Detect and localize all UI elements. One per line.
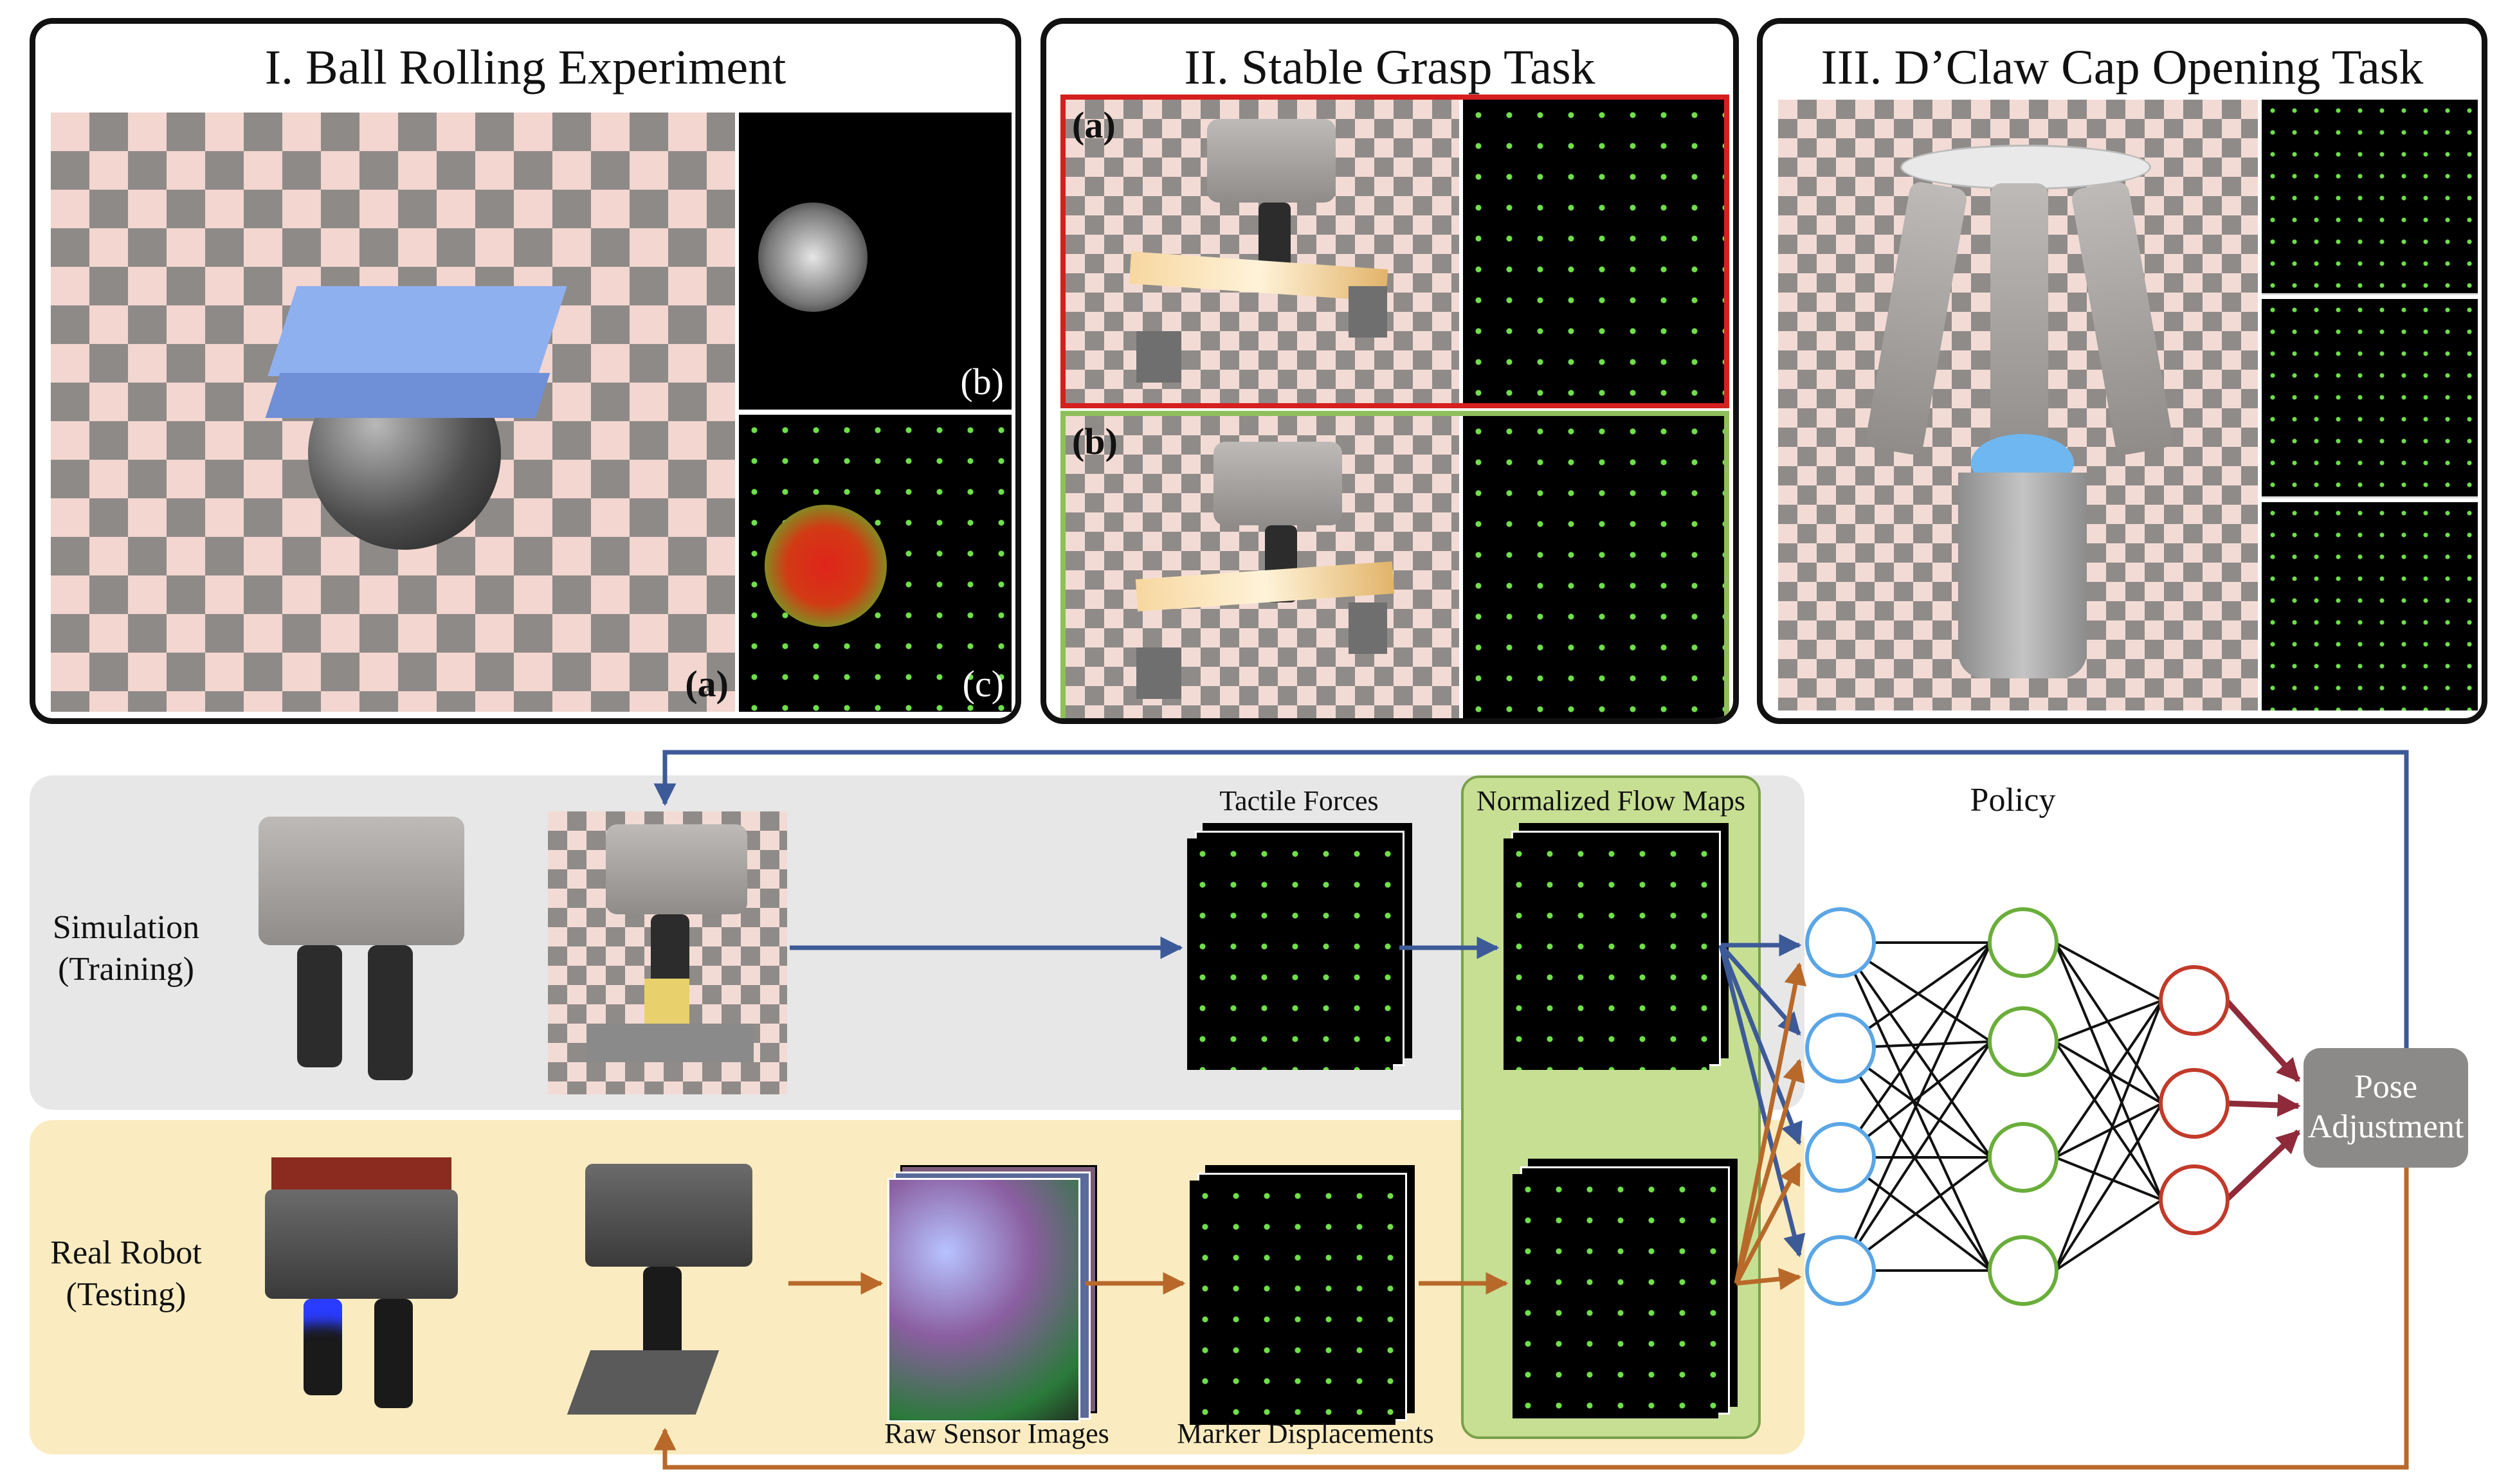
ball-rolling-render: (a) <box>51 113 735 712</box>
finger <box>643 1267 682 1363</box>
finger <box>304 1299 342 1395</box>
simulation-label: Simulation (Training) <box>52 909 200 988</box>
panel-ball-rolling: I. Ball Rolling Experiment (a) (b) (c) <box>30 18 1021 724</box>
grasp-a-flow <box>1463 100 1724 403</box>
input-node <box>1805 1013 1876 1083</box>
output-node <box>2159 965 2230 1036</box>
real-robot-label: Real Robot (Testing) <box>50 1235 202 1313</box>
dclaw-flow-2 <box>2262 299 2478 498</box>
grasp-a-render: (a) <box>1066 100 1459 403</box>
marker-displacement-map <box>1190 1181 1395 1425</box>
dclaw-flow-1 <box>2262 100 2478 295</box>
bottle <box>1958 473 2087 678</box>
label-b: (b) <box>1072 421 1118 462</box>
sim-gripper-image <box>252 817 471 1087</box>
input-nodes <box>1805 907 1876 1306</box>
input-node <box>1805 907 1876 978</box>
edges-hidden-output <box>2054 941 2163 1272</box>
label-c: (c) <box>962 663 1004 705</box>
depth-image: (b) <box>739 113 1012 410</box>
normalized-flow-caption: Normalized Flow Maps <box>1477 785 1745 817</box>
edges-input-hidden <box>1839 941 1992 1272</box>
finger <box>297 945 342 1067</box>
dclaw-render <box>1778 100 2258 710</box>
block <box>1136 647 1181 699</box>
feedback-loop-sim <box>653 750 2409 1048</box>
block <box>1136 331 1181 383</box>
normalized-sim-map <box>1504 838 1709 1070</box>
pose-adjustment-box: Pose Adjustment <box>2304 1048 2468 1168</box>
hidden-node <box>1988 1122 2058 1193</box>
input-node <box>1805 1235 1876 1306</box>
grasp-b-flow <box>1463 416 1724 718</box>
grasp-b-render: (b) <box>1066 416 1459 718</box>
finger <box>368 945 413 1080</box>
block <box>1349 602 1387 654</box>
gripper-body <box>606 824 747 914</box>
grasp-b-frame: (b) <box>1060 411 1729 718</box>
dclaw-flow-3 <box>2262 502 2478 710</box>
label-a: (a) <box>1072 104 1116 146</box>
gripper-body <box>265 1190 458 1299</box>
pose-adjustment-label: Pose Adjustment <box>2307 1069 2464 1146</box>
finger <box>374 1299 413 1408</box>
raw-sensor-image <box>887 1178 1080 1422</box>
feedback-loop-real <box>653 1168 2409 1470</box>
panel-title: II. Stable Grasp Task <box>1184 41 1595 95</box>
output-node <box>2159 1068 2230 1139</box>
input-node <box>1805 1122 1876 1193</box>
label-a: (a) <box>685 663 729 705</box>
grasp-a-frame: (a) <box>1060 95 1729 408</box>
tactile-forces-caption: Tactile Forces <box>1219 785 1379 817</box>
panel-stable-grasp: II. Stable Grasp Task (a) (b) <box>1040 18 1739 724</box>
hidden-node <box>1988 1006 2058 1077</box>
panel-title: III. D’Claw Cap Opening Task <box>1821 41 2424 95</box>
gripper <box>1213 442 1342 525</box>
block <box>1349 286 1387 338</box>
base <box>586 1024 754 1062</box>
panel-title: I. Ball Rolling Experiment <box>264 41 786 95</box>
real-input-arrows <box>1734 962 1807 1290</box>
raw-sensor-caption: Raw Sensor Images <box>884 1418 1109 1449</box>
hidden-node <box>1988 907 2058 978</box>
mount <box>271 1157 451 1190</box>
tactile-forces-map <box>1187 838 1393 1070</box>
sim-grasp-image <box>548 811 787 1094</box>
flow-map: (c) <box>739 415 1012 712</box>
label-b: (b) <box>960 361 1004 403</box>
gripper-body <box>585 1164 752 1267</box>
object <box>644 979 689 1030</box>
depth-blob <box>758 203 868 312</box>
panel-dclaw: III. D’Claw Cap Opening Task <box>1757 18 2487 724</box>
normalized-real-map <box>1513 1174 1718 1418</box>
output-node <box>2159 1164 2230 1235</box>
real-grasp-image <box>566 1157 772 1427</box>
hidden-node <box>1988 1235 2058 1306</box>
claw-leg <box>1990 183 2048 466</box>
output-arrows <box>2224 998 2301 1202</box>
gripper <box>1207 119 1336 203</box>
flow-blob <box>765 505 887 627</box>
hidden-nodes <box>1988 907 2058 1306</box>
policy-caption: Policy <box>1970 782 2056 819</box>
output-nodes <box>2159 965 2230 1235</box>
gripper-body <box>259 817 464 945</box>
marker-displacements-caption: Marker Displacements <box>1177 1418 1434 1449</box>
real-gripper-image <box>252 1157 471 1427</box>
